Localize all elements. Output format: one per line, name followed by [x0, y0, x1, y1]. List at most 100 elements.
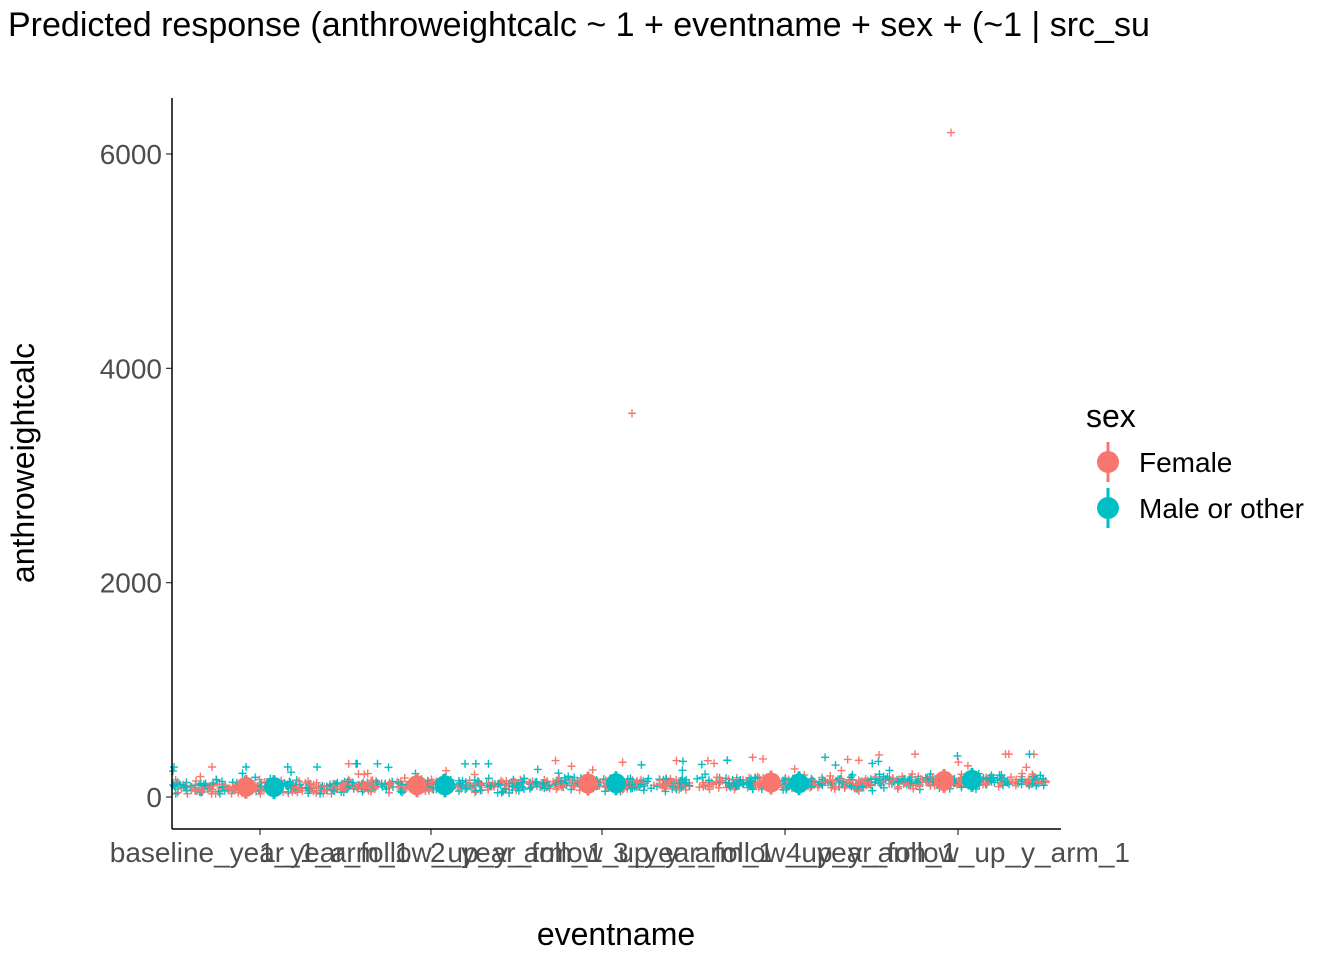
raw-point	[294, 784, 303, 793]
raw-point	[442, 766, 451, 775]
raw-point	[313, 762, 322, 771]
y-axis-title: anthroweightcalc	[5, 343, 41, 583]
raw-point	[540, 775, 549, 784]
raw-point	[1000, 777, 1009, 786]
raw-point	[169, 763, 178, 772]
raw-point	[191, 776, 200, 785]
raw-point	[993, 776, 1002, 785]
raw-point	[520, 774, 529, 783]
raw-point	[626, 774, 635, 783]
raw-point	[894, 777, 903, 786]
raw-point	[675, 779, 684, 788]
raw-point	[533, 765, 542, 774]
predicted-point	[407, 775, 427, 796]
raw-point	[681, 785, 690, 794]
raw-point	[885, 774, 894, 783]
raw-point	[819, 778, 828, 787]
raw-point	[238, 769, 247, 778]
legend-key-dot	[1097, 451, 1119, 473]
raw-point	[225, 784, 234, 793]
raw-point	[256, 789, 265, 798]
raw-point	[514, 786, 523, 795]
raw-point	[845, 778, 854, 787]
raw-point	[189, 783, 198, 792]
raw-point	[953, 751, 962, 760]
predicted-point	[789, 773, 809, 794]
raw-point	[428, 778, 437, 787]
raw-point	[320, 782, 329, 791]
raw-point	[705, 785, 714, 794]
raw-point	[207, 787, 216, 796]
raw-point	[525, 778, 534, 787]
raw-point	[693, 774, 702, 783]
raw-point	[198, 787, 207, 796]
raw-point	[363, 769, 372, 778]
raw-point	[368, 779, 377, 788]
x-tick-label: 4_year_follow_up_y_arm_1	[786, 837, 1130, 868]
raw-point	[747, 777, 756, 786]
raw-point	[221, 781, 230, 790]
raw-point	[395, 783, 404, 792]
raw-point	[662, 775, 671, 784]
raw-point	[569, 781, 578, 790]
raw-point	[564, 772, 573, 781]
x-tick-label: baseline_year_1_arm_1	[110, 837, 410, 868]
raw-point	[666, 777, 675, 786]
raw-point	[527, 783, 536, 792]
legend-label: Male or other	[1139, 493, 1304, 524]
raw-point	[400, 773, 409, 782]
raw-point	[840, 783, 849, 792]
y-tick-label: 6000	[100, 139, 162, 170]
raw-point	[885, 766, 894, 775]
raw-point	[655, 776, 664, 785]
x-tick-label: 3_year_follow_up_y_arm_1	[613, 837, 957, 868]
raw-point	[213, 780, 222, 789]
raw-point	[171, 775, 180, 784]
raw-point	[625, 781, 634, 790]
raw-point	[647, 784, 656, 793]
raw-point	[201, 781, 210, 790]
raw-point	[628, 409, 636, 418]
legend-label: Female	[1139, 447, 1232, 478]
raw-point	[532, 777, 541, 786]
raw-point	[678, 757, 687, 766]
raw-point	[725, 779, 734, 788]
raw-point	[461, 759, 470, 768]
raw-point	[888, 774, 897, 783]
raw-point	[341, 784, 350, 793]
predicted-point	[578, 773, 598, 794]
raw-point	[183, 789, 192, 798]
raw-point	[471, 759, 480, 768]
raw-point	[893, 784, 902, 793]
raw-point	[828, 776, 837, 785]
raw-point	[922, 777, 930, 786]
x-axis-title: eventname	[537, 916, 695, 952]
raw-point	[499, 787, 508, 796]
raw-point	[339, 780, 348, 789]
raw-point	[718, 776, 727, 785]
raw-point	[373, 759, 382, 768]
predicted-point	[236, 776, 256, 797]
raw-point	[748, 753, 757, 762]
legend-title: sex	[1086, 398, 1136, 434]
raw-point	[1025, 750, 1034, 759]
raw-point	[900, 774, 909, 783]
raw-point	[954, 758, 963, 767]
raw-point	[301, 778, 310, 787]
raw-point	[672, 756, 681, 765]
raw-point	[754, 783, 763, 792]
raw-point	[557, 777, 566, 786]
raw-point	[351, 759, 360, 768]
raw-point	[212, 775, 221, 784]
raw-point	[199, 780, 208, 789]
raw-point	[354, 769, 363, 778]
raw-point	[858, 782, 867, 791]
raw-point	[242, 762, 251, 771]
raw-point	[705, 776, 714, 785]
raw-point	[712, 779, 721, 788]
raw-point	[1004, 750, 1013, 759]
raw-point	[384, 763, 393, 772]
raw-point	[714, 783, 723, 792]
raw-point	[868, 759, 877, 768]
raw-point	[831, 761, 840, 770]
